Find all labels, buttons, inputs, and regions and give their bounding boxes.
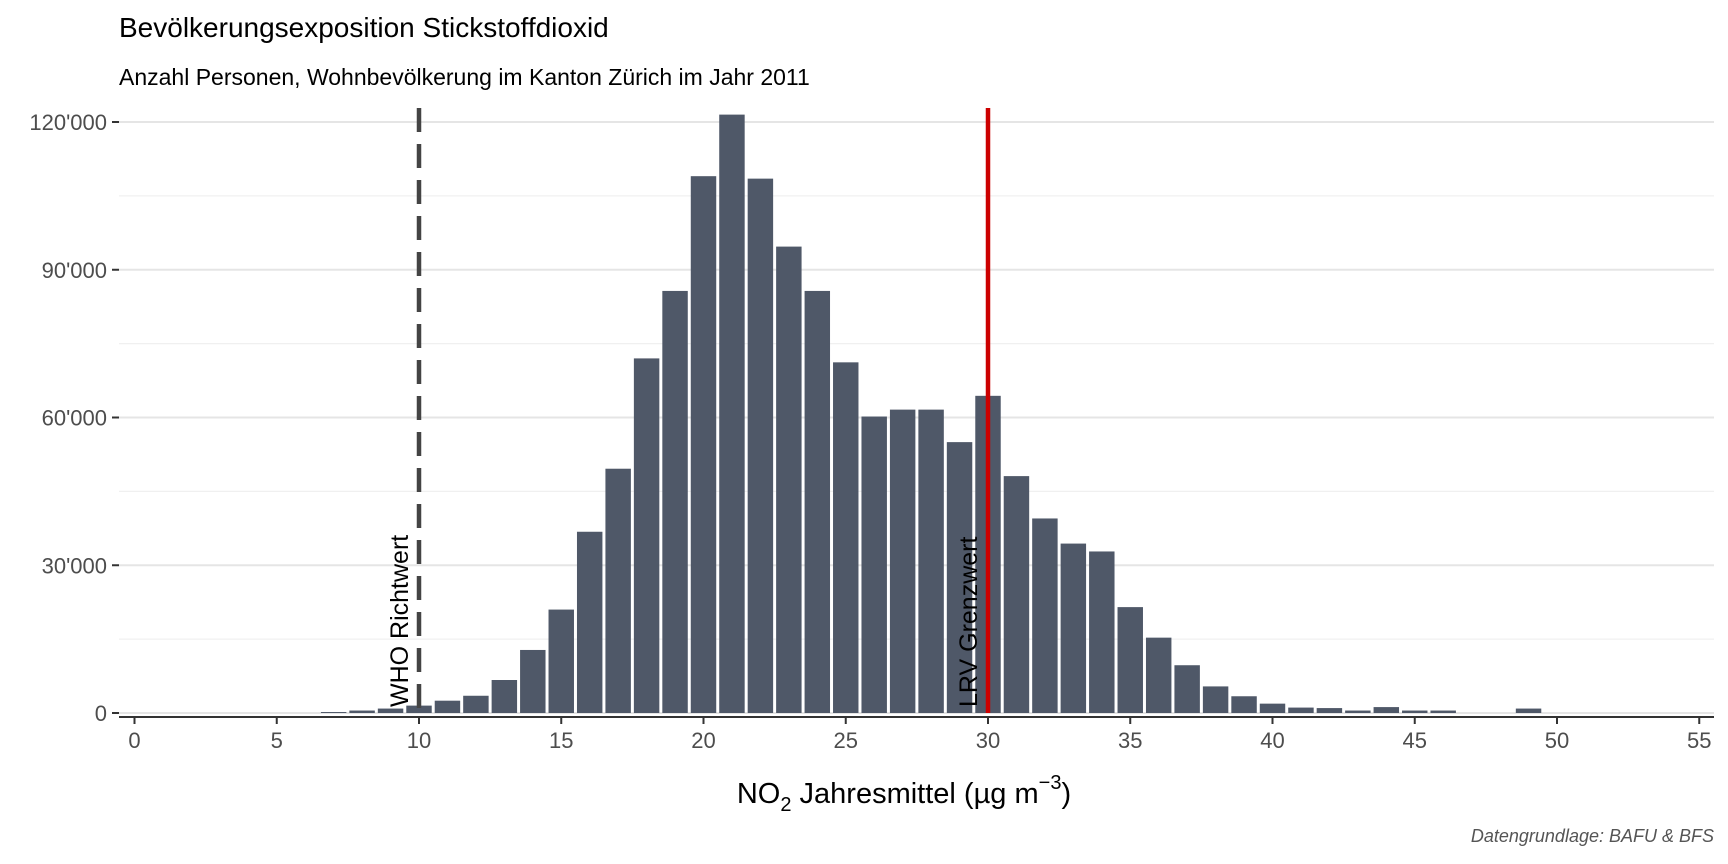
- bar: [1373, 707, 1400, 713]
- bar: [833, 362, 859, 713]
- x-tick-label: 5: [271, 728, 283, 753]
- y-tick-label: 0: [95, 701, 107, 726]
- x-axis-title-sub: 2: [780, 794, 791, 816]
- bar: [1288, 707, 1314, 713]
- bar: [1259, 703, 1286, 713]
- reference-line-label: WHO Richtwert: [386, 535, 414, 707]
- bar: [434, 700, 461, 713]
- x-axis-title: NO2 Jahresmittel (µg m−3): [737, 772, 1071, 816]
- bar: [406, 705, 432, 713]
- bar: [463, 695, 489, 713]
- x-tick-label: 0: [128, 728, 140, 753]
- bar: [889, 409, 916, 713]
- bar: [548, 609, 574, 713]
- y-tick-label: 90'000: [42, 258, 107, 283]
- y-tick-label: 30'000: [42, 553, 107, 578]
- axes: 0 5 10 15 20 25 30 35 40 45 50 55 0 30'000 60'000 90'00…: [29, 110, 1714, 753]
- x-tick-label: 55: [1687, 728, 1711, 753]
- bar: [804, 290, 831, 713]
- bar: [1145, 637, 1172, 713]
- bar: [690, 176, 717, 714]
- reference-line-label: LRV Grenzwert: [955, 537, 983, 707]
- bar: [1060, 543, 1087, 713]
- x-axis-title-sup: −3: [1039, 772, 1062, 794]
- data-source-caption: Datengrundlage: BAFU & BFS: [1470, 826, 1714, 846]
- x-tick-label: 20: [691, 728, 715, 753]
- bar: [1032, 518, 1058, 713]
- bar: [747, 178, 774, 713]
- bar: [1430, 710, 1456, 713]
- x-tick-label: 10: [407, 728, 431, 753]
- reference-lines: WHO Richtwert LRV Grenzwert: [386, 108, 991, 713]
- bar: [1316, 708, 1343, 713]
- x-axis-title-mid: Jahresmittel (µg m: [791, 778, 1038, 810]
- x-tick-label: 35: [1118, 728, 1142, 753]
- bars: [320, 114, 1542, 714]
- x-tick-label: 15: [549, 728, 573, 753]
- bar: [491, 680, 518, 713]
- chart-subtitle: Anzahl Personen, Wohnbevölkerung im Kant…: [119, 64, 810, 90]
- bar: [1174, 665, 1200, 713]
- x-axis-title-pre: NO: [737, 778, 781, 810]
- x-axis-title-post: ): [1061, 778, 1071, 810]
- bar: [633, 358, 660, 713]
- bar: [861, 416, 887, 713]
- bar: [662, 290, 688, 713]
- x-tick-label: 45: [1403, 728, 1427, 753]
- bar: [377, 708, 404, 713]
- bar: [576, 531, 603, 713]
- x-tick-label: 30: [976, 728, 1000, 753]
- bar: [776, 246, 802, 714]
- bar: [1117, 607, 1143, 713]
- y-tick-label: 120'000: [29, 110, 107, 135]
- bar: [320, 712, 347, 713]
- bar: [1202, 686, 1229, 713]
- bar: [349, 710, 375, 713]
- bar: [1089, 551, 1115, 713]
- bar: [605, 468, 631, 713]
- x-tick-label: 50: [1545, 728, 1569, 753]
- bar: [719, 114, 745, 714]
- bar: [520, 649, 546, 713]
- chart-title: Bevölkerungsexposition Stickstoffdioxid: [119, 12, 609, 43]
- bar: [1003, 476, 1030, 713]
- y-tick-label: 60'000: [42, 406, 107, 431]
- bar: [946, 442, 973, 713]
- bar: [1402, 710, 1428, 713]
- bar: [918, 409, 944, 713]
- bar: [1345, 710, 1371, 713]
- bar: [1231, 696, 1257, 713]
- bar: [1515, 708, 1542, 713]
- x-tick-label: 25: [834, 728, 858, 753]
- gridlines: [119, 121, 1714, 714]
- x-tick-label: 40: [1260, 728, 1284, 753]
